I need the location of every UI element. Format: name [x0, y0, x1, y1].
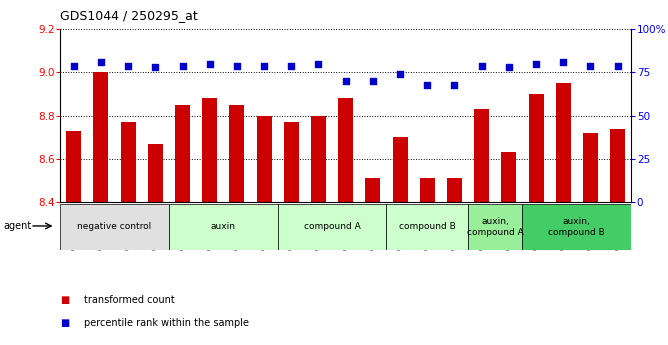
- Bar: [94, 72, 108, 202]
- Point: [558, 59, 568, 65]
- Bar: [393, 137, 407, 202]
- Bar: [175, 105, 190, 202]
- Bar: [148, 144, 163, 202]
- Bar: [121, 122, 136, 202]
- Bar: [365, 178, 380, 202]
- Bar: [447, 178, 462, 202]
- Bar: [610, 128, 625, 202]
- Point: [449, 82, 460, 87]
- FancyBboxPatch shape: [468, 204, 522, 250]
- Bar: [502, 152, 516, 202]
- Point: [177, 63, 188, 68]
- Bar: [229, 105, 244, 202]
- Bar: [583, 133, 598, 202]
- Text: agent: agent: [3, 221, 31, 231]
- Point: [123, 63, 134, 68]
- Bar: [284, 122, 299, 202]
- Bar: [257, 116, 272, 202]
- Bar: [66, 131, 81, 202]
- Point: [530, 61, 541, 67]
- FancyBboxPatch shape: [387, 204, 468, 250]
- Point: [204, 61, 215, 67]
- FancyBboxPatch shape: [169, 204, 278, 250]
- Point: [286, 63, 297, 68]
- Bar: [528, 94, 544, 202]
- Text: compound A: compound A: [304, 222, 361, 231]
- Point: [422, 82, 433, 87]
- Point: [96, 59, 106, 65]
- Bar: [420, 178, 435, 202]
- Text: percentile rank within the sample: percentile rank within the sample: [84, 318, 248, 327]
- Bar: [474, 109, 489, 202]
- FancyBboxPatch shape: [278, 204, 387, 250]
- Point: [476, 63, 487, 68]
- FancyBboxPatch shape: [522, 204, 631, 250]
- Point: [367, 78, 378, 84]
- Text: ■: ■: [60, 295, 69, 305]
- Point: [504, 65, 514, 70]
- Point: [313, 61, 324, 67]
- Text: auxin,
compound A: auxin, compound A: [467, 217, 524, 237]
- Text: ■: ■: [60, 318, 69, 327]
- Text: negative control: negative control: [77, 222, 152, 231]
- Text: compound B: compound B: [399, 222, 456, 231]
- Point: [232, 63, 242, 68]
- Point: [259, 63, 269, 68]
- Text: GDS1044 / 250295_at: GDS1044 / 250295_at: [60, 9, 198, 22]
- Point: [340, 78, 351, 84]
- Point: [150, 65, 161, 70]
- Text: auxin,
compound B: auxin, compound B: [548, 217, 605, 237]
- Point: [68, 63, 79, 68]
- Bar: [202, 98, 217, 202]
- Point: [395, 71, 405, 77]
- Point: [585, 63, 596, 68]
- FancyBboxPatch shape: [60, 204, 169, 250]
- Bar: [311, 116, 326, 202]
- Text: auxin: auxin: [211, 222, 236, 231]
- Text: transformed count: transformed count: [84, 295, 174, 305]
- Bar: [338, 98, 353, 202]
- Point: [613, 63, 623, 68]
- Bar: [556, 83, 570, 202]
